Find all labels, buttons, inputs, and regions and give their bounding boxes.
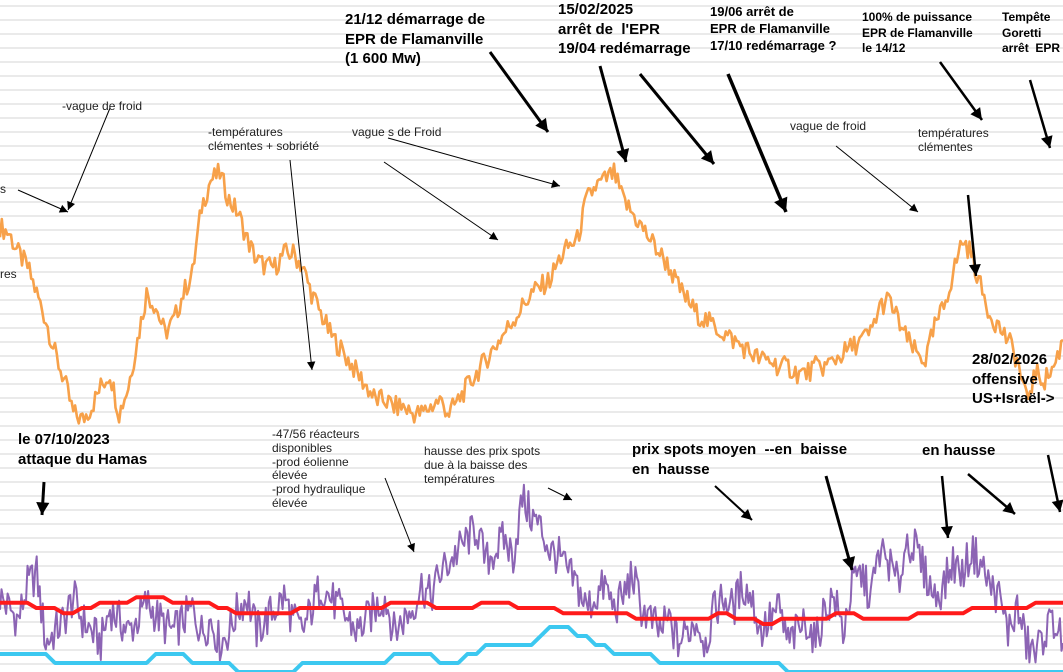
annotation-arrow bbox=[383, 161, 499, 241]
series-line-red bbox=[0, 595, 1063, 626]
annotation-arrow bbox=[938, 61, 984, 121]
annotation-cold-wave-1: -vague de froid bbox=[62, 99, 143, 113]
annotation-arrow bbox=[67, 107, 111, 211]
series-lines bbox=[0, 162, 1063, 672]
annotation-arrow bbox=[726, 73, 788, 213]
annotation-arrows bbox=[17, 51, 1063, 571]
annotation-reactors: -47/56 réacteurs disponibles -prod éolie… bbox=[272, 427, 366, 510]
annotation-epr-stop-2025: 15/02/2025 arrêt de l'EPR 19/04 redémarr… bbox=[558, 1, 691, 57]
series-line-consumption bbox=[0, 162, 1063, 425]
annotation-arrow bbox=[824, 475, 856, 571]
annotation-epr-stop-june: 19/06 arrêt de EPR de Flamanville 17/10 … bbox=[710, 4, 837, 53]
annotation-hamas: le 07/10/2023 attaque du Hamas bbox=[18, 431, 148, 468]
annotation-arrow bbox=[387, 137, 561, 188]
annotation-arrow bbox=[598, 65, 630, 163]
annotation-epr-full-power: 100% de puissance EPR de Flamanville le … bbox=[862, 10, 973, 56]
annotation-left-cut-1: s bbox=[0, 182, 6, 196]
annotation-left-cut-2: res bbox=[0, 267, 17, 281]
annotation-spot-rise: hausse des prix spots due à la baisse de… bbox=[424, 444, 541, 486]
grid-lines bbox=[0, 5, 1063, 665]
annotation-offensive: 28/02/2026 offensive US+Israël-> bbox=[972, 351, 1055, 407]
annotation-cold-waves-2: vague s de Froid bbox=[352, 125, 442, 139]
annotation-spot-avg: prix spots moyen --en baisse en hausse bbox=[632, 441, 848, 478]
annotation-arrow bbox=[638, 73, 716, 165]
annotation-arrow bbox=[384, 477, 415, 553]
annotation-arrow bbox=[488, 51, 550, 133]
annotation-cold-wave-3: vague de froid bbox=[790, 119, 867, 133]
annotation-arrow bbox=[967, 473, 1016, 515]
annotation-mild-temp-1: -températures clémentes + sobriété bbox=[208, 125, 320, 153]
annotation-arrow bbox=[1028, 79, 1053, 149]
annotation-arrow bbox=[289, 159, 316, 371]
annotation-arrow bbox=[17, 189, 69, 213]
annotation-arrow bbox=[547, 487, 573, 501]
annotation-mild-temp-2: températures clémentes bbox=[918, 126, 989, 154]
series-line-cyan bbox=[0, 625, 1063, 672]
annotation-arrow bbox=[1046, 454, 1063, 513]
annotation-arrow bbox=[714, 485, 753, 521]
annotation-arrow bbox=[966, 194, 981, 277]
annotation-storm-goretti: Tempête Goretti arrêt EPR bbox=[1002, 10, 1061, 56]
annotation-arrow bbox=[36, 481, 50, 516]
annotation-arrow bbox=[835, 145, 919, 213]
annotation-en-hausse: en hausse bbox=[922, 442, 996, 459]
annotation-arrow bbox=[940, 475, 953, 539]
series-line-spot bbox=[0, 483, 1063, 664]
annotation-flamanville-start: 21/12 démarrage de EPR de Flamanville (1… bbox=[345, 11, 486, 67]
